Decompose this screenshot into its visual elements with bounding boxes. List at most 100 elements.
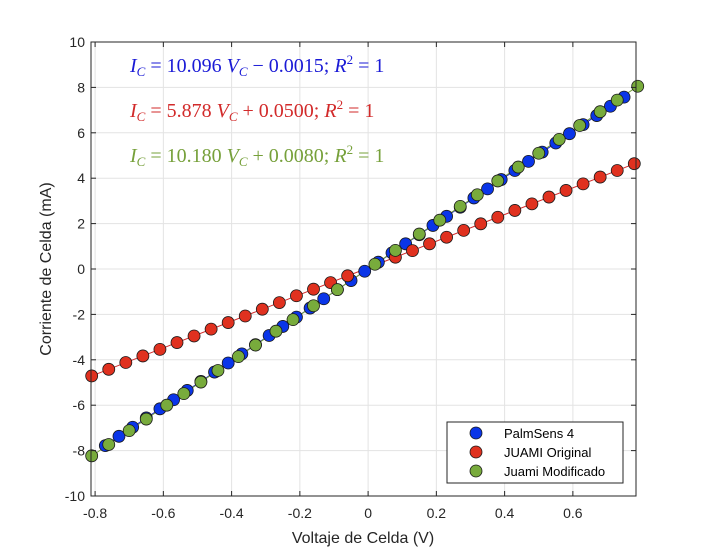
data-point-series-2 [573,119,587,132]
data-point-series-2 [491,174,505,188]
x-tick-label: 0 [364,505,372,521]
data-point-series-2 [269,324,283,338]
y-tick-label: 8 [77,79,85,95]
equation-part: + 0.0080; [248,145,335,167]
data-point-series-0 [522,155,535,168]
data-point-series-2 [433,213,447,227]
equation-0: IC = 10.096 VC − 0.0015; R2 = 1 [129,52,384,79]
data-point-series-0 [563,127,576,141]
data-point-series-1 [491,210,505,224]
data-point-series-1 [474,217,488,231]
x-tick-label: 0.2 [427,505,447,521]
legend-marker-2 [469,464,483,478]
ticks [91,41,636,497]
equation-part: R [333,145,346,167]
data-point-series-2 [389,243,402,257]
x-tick-label: 0.6 [563,505,583,521]
equation-part: C [239,64,248,79]
x-tick-labels: -0.8 -0.6 -0.4 -0.2 0 0.2 0.4 0.6 [83,505,583,521]
data-point-series-2 [330,283,344,297]
data-point-series-2 [610,93,624,107]
equation-part: C [137,109,146,124]
equation-part: 2 [347,52,354,67]
y-tick-label: -6 [73,397,86,413]
y-axis-label: Corriente de Celda (mA) [38,182,55,355]
data-point-series-1 [272,296,286,309]
data-point-series-1 [423,237,436,251]
data-point-series-2 [412,227,426,241]
data-point-series-2 [307,299,320,313]
legend-label-1: JUAMI Original [504,445,592,460]
equation-part: = 10.180 [145,145,226,167]
data-point-series-1 [627,157,641,171]
x-tick-label: -0.8 [83,505,107,521]
equation-part: V [217,100,232,122]
equation-annotations: IC = 10.096 VC − 0.0015; R2 = 1IC = 5.87… [129,52,384,169]
data-point-series-1 [576,177,590,191]
x-tick-label: -0.2 [288,505,312,521]
equation-part: − 0.0015; [248,55,335,77]
y-tick-label: 4 [77,170,85,186]
data-point-series-2 [102,438,116,451]
data-point-series-2 [453,199,467,213]
data-point-series-1 [119,356,133,369]
data-point-series-2 [177,387,191,401]
data-point-series-1 [559,184,573,197]
data-point-series-2 [286,313,300,327]
data-point-series-0 [221,356,235,370]
y-tick-label: -10 [65,488,85,504]
equation-part: 2 [347,142,354,157]
equation-part: I [129,100,138,122]
legend-label-2: Juami Modificado [504,464,605,479]
data-point-series-1 [204,322,218,336]
data-point-series-1 [238,309,252,323]
equation-part: C [137,154,146,169]
equation-part: = 1 [353,55,384,77]
data-point-series-2 [470,188,484,202]
data-point-series-2 [249,338,262,352]
data-point-series-1 [593,170,607,184]
data-point-series-2 [85,449,99,463]
data-point-series-2 [139,412,153,426]
data-point-series-2 [160,398,174,412]
equation-2: IC = 10.180 VC + 0.0080; R2 = 1 [129,142,384,169]
data-point-series-0 [358,264,372,278]
data-point-series-2 [211,364,225,377]
data-point-series-0 [112,429,126,443]
equation-part: = 5.878 [145,100,216,122]
data-point-series-1 [542,190,556,204]
equation-part: C [239,154,248,169]
equation-part: C [137,64,146,79]
equation-part: = 1 [343,100,374,122]
equation-part: V [227,55,242,77]
equation-part: C [229,109,238,124]
data-point-series-2 [232,350,245,364]
data-point-series-1 [255,302,269,316]
data-point-series-2 [593,105,607,119]
data-point-series-0 [317,292,331,306]
data-point-series-2 [532,146,546,160]
data-point-series-1 [136,349,150,363]
equation-1: IC = 5.878 VC + 0.0500; R2 = 1 [129,97,374,124]
data-point-series-1 [290,289,303,303]
data-point-series-1 [102,362,116,376]
data-point-series-1 [221,316,235,329]
data-point-series-1 [508,204,522,217]
legend-label-0: PalmSens 4 [504,426,574,441]
data-point-series-1 [307,282,320,296]
data-point-series-1 [457,224,471,237]
x-tick-label: -0.4 [220,505,244,521]
y-tick-label: -4 [73,352,86,368]
x-tick-label: 0.4 [495,505,515,521]
data-point-series-1 [85,369,99,383]
data-point-series-1 [341,269,355,283]
legend-marker-0 [469,426,483,440]
data-point-series-1 [440,230,453,244]
data-point-series-1 [610,164,624,177]
x-axis-label: Voltaje de Celda (V) [292,530,434,547]
data-point-series-2 [368,257,382,271]
equation-part: = 10.096 [145,55,226,77]
data-point-series-2 [511,160,525,174]
equation-part: 2 [337,97,344,112]
